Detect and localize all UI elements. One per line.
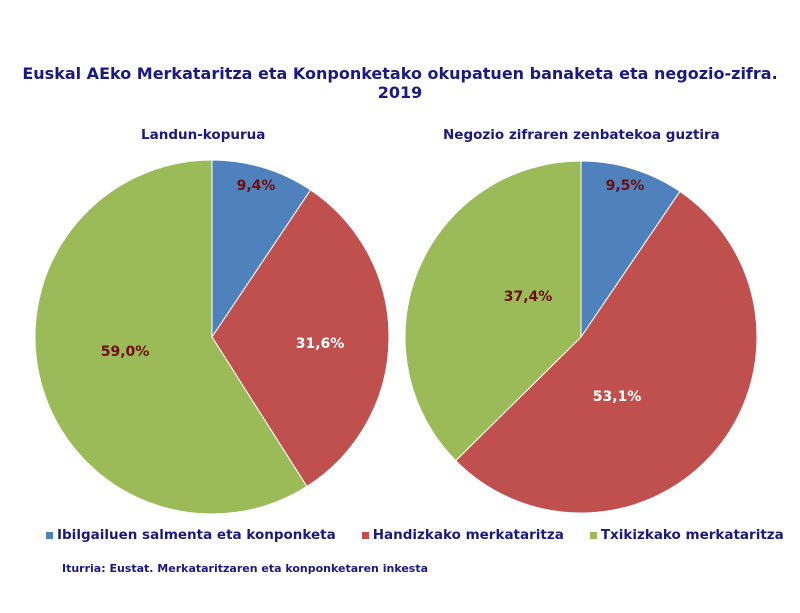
- legend-item: Txikizkako merkataritza: [589, 527, 784, 543]
- legend-label: Handizkako merkataritza: [372, 527, 564, 543]
- legend-swatch: [361, 531, 369, 539]
- legend-label: Ibilgailuen salmenta eta konponketa: [57, 527, 336, 543]
- pie-1-slice-2: [211, 189, 390, 488]
- pie-2-label-3: 37,4%: [503, 289, 553, 305]
- pie-2-title: Negozio zifraren zenbatekoa guztira: [443, 127, 720, 143]
- legend: Ibilgailuen salmenta eta konponketa Hand…: [46, 527, 784, 543]
- pie-1-label-2: 31,6%: [295, 336, 345, 352]
- pie-1-title: Landun-kopurua: [141, 127, 266, 143]
- pie-1-slice-1: [211, 159, 312, 339]
- pie-2-slice-2: [455, 190, 758, 514]
- legend-swatch: [589, 531, 597, 539]
- legend-item: Handizkako merkataritza: [361, 527, 564, 543]
- pie-2-label-2: 53,1%: [592, 389, 642, 405]
- legend-label: Txikizkako merkataritza: [600, 527, 784, 543]
- pie-1-label-1: 9,4%: [236, 178, 276, 194]
- source-note: Iturria: Eustat. Merkataritzaren eta kon…: [62, 562, 429, 575]
- pie-2-slice-3: [404, 160, 582, 462]
- pie-1-slice-3: [34, 159, 308, 515]
- legend-swatch: [46, 531, 53, 539]
- legend-item: Ibilgailuen salmenta eta konponketa: [46, 527, 336, 543]
- pie-2-label-1: 9,5%: [605, 178, 645, 194]
- pie-2-slice-1: [580, 160, 681, 339]
- chart-title: Euskal AEko Merkataritza eta Konponketak…: [22, 64, 778, 102]
- pie-1-label-3: 59,0%: [100, 344, 150, 360]
